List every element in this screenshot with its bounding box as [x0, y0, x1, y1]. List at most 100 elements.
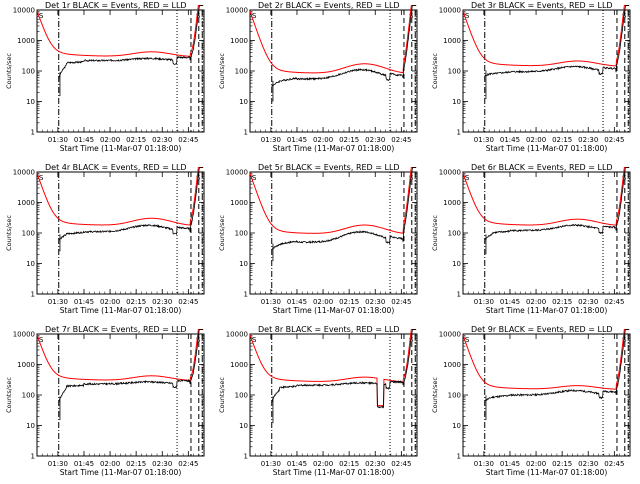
corner-label-left: S [39, 174, 44, 182]
y-tick-label: 100 [235, 392, 248, 400]
x-tick-label: 01:30 [48, 136, 68, 144]
x-tick-label: 01:45 [500, 460, 520, 468]
y-axis-label: Counts/sec [5, 377, 13, 413]
panel-det-5: Det 5r BLACK = Events, RED = LLD 1 10 100 10… [218, 163, 418, 315]
x-tick-label: 02:15 [552, 460, 572, 468]
x-tick-label: 02:30 [578, 136, 598, 144]
y-tick-label: 10000 [439, 7, 461, 15]
series-lld-line [249, 167, 417, 234]
x-tick-label: 02:30 [578, 298, 598, 306]
corner-label-left: S [465, 336, 470, 344]
plot-frame [462, 171, 631, 295]
series-events-line [58, 329, 204, 403]
series-events-line [484, 5, 630, 77]
series-events-line [271, 329, 417, 409]
y-tick-label: 10000 [13, 331, 35, 339]
panel-title: Det 5r BLACK = Events, RED = LLD [258, 163, 400, 172]
x-axis-label: Start Time (11-Mar-07 01:18:00) [273, 144, 395, 153]
y-axis-label: Counts/sec [218, 215, 226, 251]
y-tick-label: 1000 [230, 361, 248, 369]
x-tick-label: 02:15 [552, 298, 572, 306]
x-axis-label: Start Time (11-Mar-07 01:18:00) [60, 306, 182, 315]
x-tick-label: 02:30 [365, 136, 385, 144]
x-tick-label: 01:45 [74, 298, 94, 306]
y-tick-label: 10 [452, 422, 461, 430]
x-tick-label: 02:00 [313, 136, 333, 144]
x-tick-label: 01:30 [474, 136, 494, 144]
x-tick-label: 02:30 [152, 136, 172, 144]
y-tick-label: 10000 [226, 7, 248, 15]
y-tick-label: 1 [244, 291, 248, 299]
y-tick-label: 1 [244, 129, 248, 137]
x-tick-label: 02:00 [526, 136, 546, 144]
x-tick-label: 02:45 [178, 460, 198, 468]
corner-label-left: S [465, 174, 470, 182]
x-tick-label: 02:00 [100, 298, 120, 306]
x-tick-label: 01:45 [500, 136, 520, 144]
x-axis-label: Start Time (11-Mar-07 01:18:00) [486, 144, 608, 153]
y-tick-label: 100 [22, 392, 35, 400]
series-events-line [58, 5, 204, 79]
panel-title: Det 7r BLACK = Events, RED = LLD [45, 325, 187, 334]
corner-label-left: S [252, 336, 257, 344]
x-tick-label: 02:45 [391, 298, 411, 306]
corner-label-right: S [196, 12, 201, 20]
x-tick-label: 01:45 [287, 460, 307, 468]
y-tick-label: 1 [457, 453, 461, 461]
x-tick-label: 01:30 [474, 460, 494, 468]
y-tick-label: 100 [448, 68, 461, 76]
x-tick-label: 01:30 [48, 298, 68, 306]
y-tick-label: 10000 [13, 169, 35, 177]
x-tick-label: 01:45 [74, 136, 94, 144]
x-tick-label: 02:45 [178, 298, 198, 306]
x-tick-label: 02:15 [339, 136, 359, 144]
x-tick-label: 02:00 [526, 460, 546, 468]
x-tick-label: 01:45 [287, 298, 307, 306]
x-tick-label: 02:30 [365, 460, 385, 468]
x-tick-label: 02:00 [526, 298, 546, 306]
y-axis-label: Counts/sec [5, 53, 13, 89]
x-axis-label: Start Time (11-Mar-07 01:18:00) [60, 468, 182, 477]
panel-title: Det 3r BLACK = Events, RED = LLD [471, 1, 613, 10]
x-tick-label: 02:45 [391, 136, 411, 144]
corner-label-left: S [39, 12, 44, 20]
series-lld-line [249, 329, 417, 407]
y-tick-label: 1000 [17, 361, 35, 369]
corner-label-left: S [252, 12, 257, 20]
y-tick-label: 10000 [439, 169, 461, 177]
y-tick-label: 10 [239, 422, 248, 430]
series-events-line [271, 167, 417, 250]
x-tick-label: 01:45 [74, 460, 94, 468]
x-tick-label: 02:00 [100, 460, 120, 468]
x-tick-label: 02:30 [578, 460, 598, 468]
y-tick-label: 100 [235, 230, 248, 238]
series-lld-line [36, 329, 204, 381]
corner-label-left: S [39, 336, 44, 344]
panel-det-7: Det 7r BLACK = Events, RED = LLD 1 10 100 10… [5, 325, 205, 477]
y-tick-label: 10000 [439, 331, 461, 339]
series-lld-line [36, 5, 204, 57]
x-tick-label: 02:45 [604, 298, 624, 306]
y-tick-label: 10 [239, 260, 248, 268]
series-lld-line [462, 329, 630, 390]
y-tick-label: 10000 [226, 169, 248, 177]
x-tick-label: 01:30 [48, 460, 68, 468]
y-tick-label: 1000 [443, 37, 461, 45]
x-tick-label: 02:15 [126, 298, 146, 306]
y-axis-label: Counts/sec [431, 215, 439, 251]
y-tick-label: 1 [244, 453, 248, 461]
y-tick-label: 100 [448, 392, 461, 400]
panel-det-8: Det 8r BLACK = Events, RED = LLD 1 10 100 10… [218, 325, 418, 477]
y-tick-label: 10 [452, 98, 461, 106]
corner-label-right: S [409, 336, 414, 344]
series-events-line [58, 167, 204, 241]
series-events-line [271, 5, 417, 87]
y-tick-label: 1000 [230, 37, 248, 45]
y-tick-label: 100 [22, 230, 35, 238]
x-tick-label: 02:30 [365, 298, 385, 306]
y-tick-label: 1 [31, 291, 35, 299]
x-tick-label: 02:15 [126, 136, 146, 144]
x-tick-label: 02:15 [552, 136, 572, 144]
